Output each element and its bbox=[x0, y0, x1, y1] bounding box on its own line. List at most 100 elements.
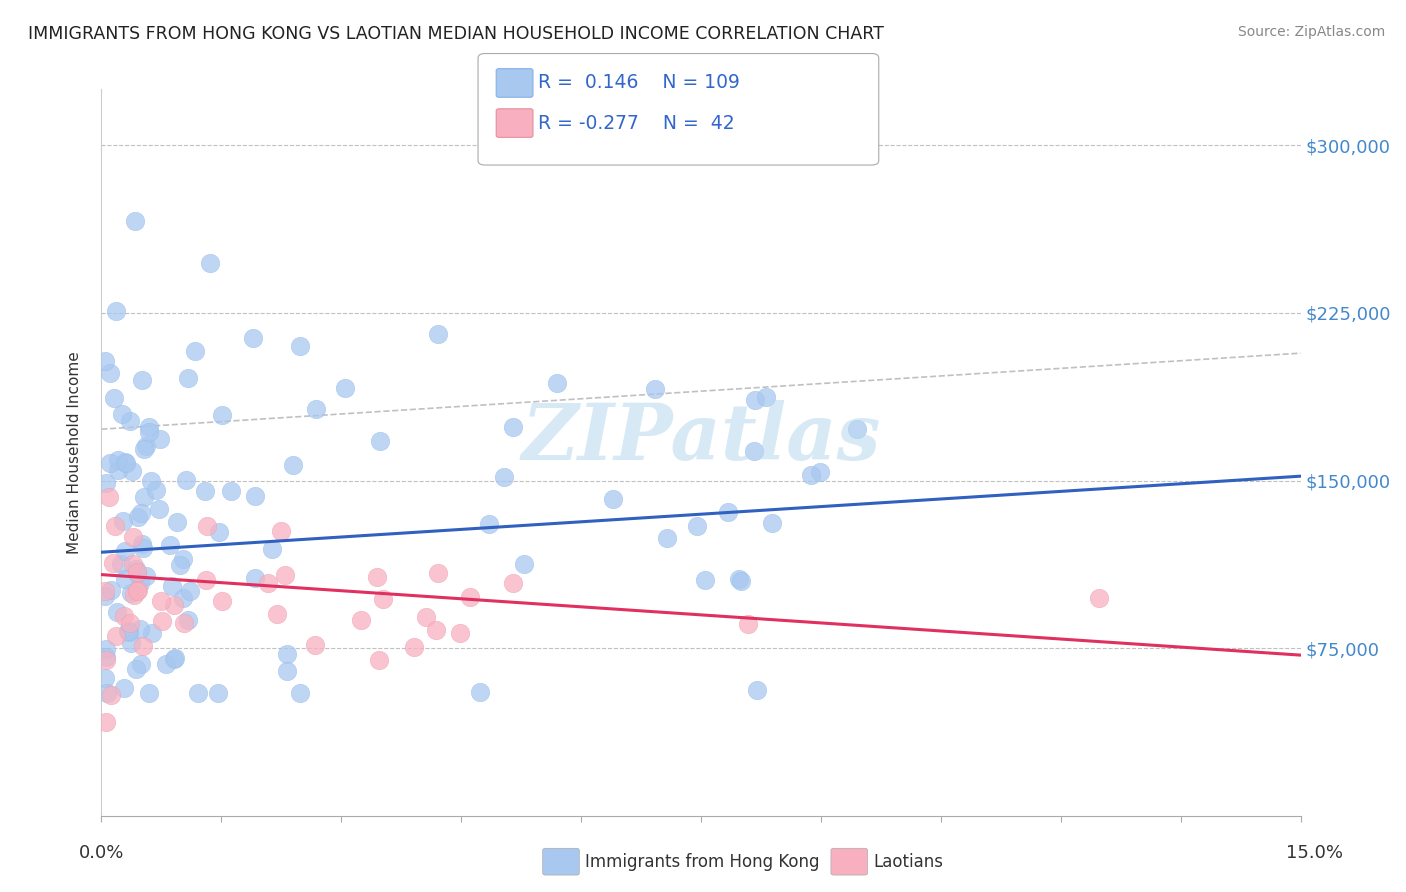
Point bbox=[761, 516, 783, 530]
Point bbox=[602, 491, 624, 506]
Point bbox=[125, 561, 148, 575]
Point bbox=[176, 473, 198, 487]
Point bbox=[100, 583, 122, 598]
Point bbox=[747, 682, 769, 697]
Point bbox=[141, 626, 163, 640]
Point bbox=[368, 434, 391, 448]
Point bbox=[160, 579, 183, 593]
Point bbox=[427, 327, 450, 342]
Point bbox=[243, 571, 266, 585]
Point bbox=[449, 625, 471, 640]
Point bbox=[134, 490, 156, 504]
Point bbox=[266, 607, 288, 622]
Point bbox=[335, 381, 357, 395]
Point bbox=[262, 542, 284, 557]
Text: 0.0%: 0.0% bbox=[79, 844, 124, 862]
Point bbox=[492, 470, 515, 484]
Y-axis label: Median Household Income: Median Household Income bbox=[67, 351, 83, 554]
Point bbox=[427, 566, 450, 581]
Point bbox=[163, 651, 186, 665]
Point bbox=[131, 373, 153, 387]
Point bbox=[111, 407, 134, 421]
Point bbox=[730, 574, 752, 588]
Point bbox=[159, 538, 181, 552]
Point bbox=[207, 686, 229, 700]
Point bbox=[755, 390, 778, 404]
Point bbox=[458, 590, 481, 604]
Point bbox=[468, 684, 491, 698]
Point bbox=[208, 524, 231, 539]
Point bbox=[172, 591, 194, 605]
Point bbox=[98, 490, 121, 504]
Point bbox=[281, 458, 304, 473]
Point bbox=[139, 475, 162, 489]
Point bbox=[194, 484, 217, 499]
Point bbox=[127, 583, 149, 598]
Point bbox=[242, 331, 264, 345]
Point bbox=[94, 652, 117, 666]
Point bbox=[169, 558, 191, 572]
Point bbox=[373, 592, 395, 607]
Point bbox=[742, 444, 765, 458]
Point bbox=[104, 304, 127, 318]
Point bbox=[94, 584, 117, 599]
Point bbox=[103, 391, 125, 405]
Point bbox=[846, 422, 869, 436]
Text: 15.0%: 15.0% bbox=[1286, 844, 1343, 862]
Point bbox=[132, 541, 155, 555]
Point bbox=[107, 463, 129, 477]
Point bbox=[149, 594, 172, 608]
Point bbox=[138, 686, 160, 700]
Point bbox=[274, 567, 297, 582]
Point bbox=[138, 420, 160, 434]
Point bbox=[94, 715, 117, 730]
Point bbox=[211, 408, 233, 422]
Point bbox=[243, 489, 266, 503]
Point bbox=[184, 344, 207, 359]
Point bbox=[149, 432, 172, 446]
Point bbox=[120, 586, 142, 600]
Text: IMMIGRANTS FROM HONG KONG VS LAOTIAN MEDIAN HOUSEHOLD INCOME CORRELATION CHART: IMMIGRANTS FROM HONG KONG VS LAOTIAN MED… bbox=[28, 25, 884, 43]
Point bbox=[132, 442, 155, 456]
Point bbox=[717, 505, 740, 519]
Point bbox=[686, 519, 709, 533]
Point bbox=[105, 605, 128, 619]
Point bbox=[129, 506, 152, 520]
Point bbox=[100, 367, 122, 381]
Point bbox=[304, 401, 326, 416]
Point bbox=[125, 566, 148, 581]
Point bbox=[114, 572, 136, 586]
Point bbox=[112, 681, 135, 696]
Point bbox=[187, 686, 209, 700]
Point bbox=[179, 584, 201, 599]
Point bbox=[512, 557, 534, 571]
Point bbox=[163, 598, 186, 612]
Point bbox=[655, 531, 678, 545]
Point bbox=[112, 609, 135, 624]
Point bbox=[195, 574, 218, 588]
Point bbox=[94, 671, 117, 685]
Point bbox=[415, 610, 437, 624]
Point bbox=[94, 589, 117, 603]
Point bbox=[502, 419, 524, 434]
Point bbox=[366, 570, 388, 584]
Point bbox=[110, 557, 132, 571]
Point bbox=[478, 516, 501, 531]
Point bbox=[150, 614, 173, 628]
Point bbox=[1088, 591, 1111, 605]
Point bbox=[128, 576, 150, 591]
Point bbox=[737, 616, 759, 631]
Point bbox=[350, 613, 373, 627]
Point bbox=[115, 456, 138, 470]
Point bbox=[117, 624, 139, 638]
Point bbox=[270, 524, 292, 539]
Point bbox=[644, 383, 666, 397]
Point bbox=[173, 615, 195, 630]
Point bbox=[172, 551, 194, 566]
Point bbox=[166, 516, 188, 530]
Point bbox=[304, 638, 326, 652]
Point bbox=[96, 686, 118, 700]
Point bbox=[120, 414, 142, 428]
Point bbox=[121, 463, 143, 477]
Point bbox=[120, 636, 142, 650]
